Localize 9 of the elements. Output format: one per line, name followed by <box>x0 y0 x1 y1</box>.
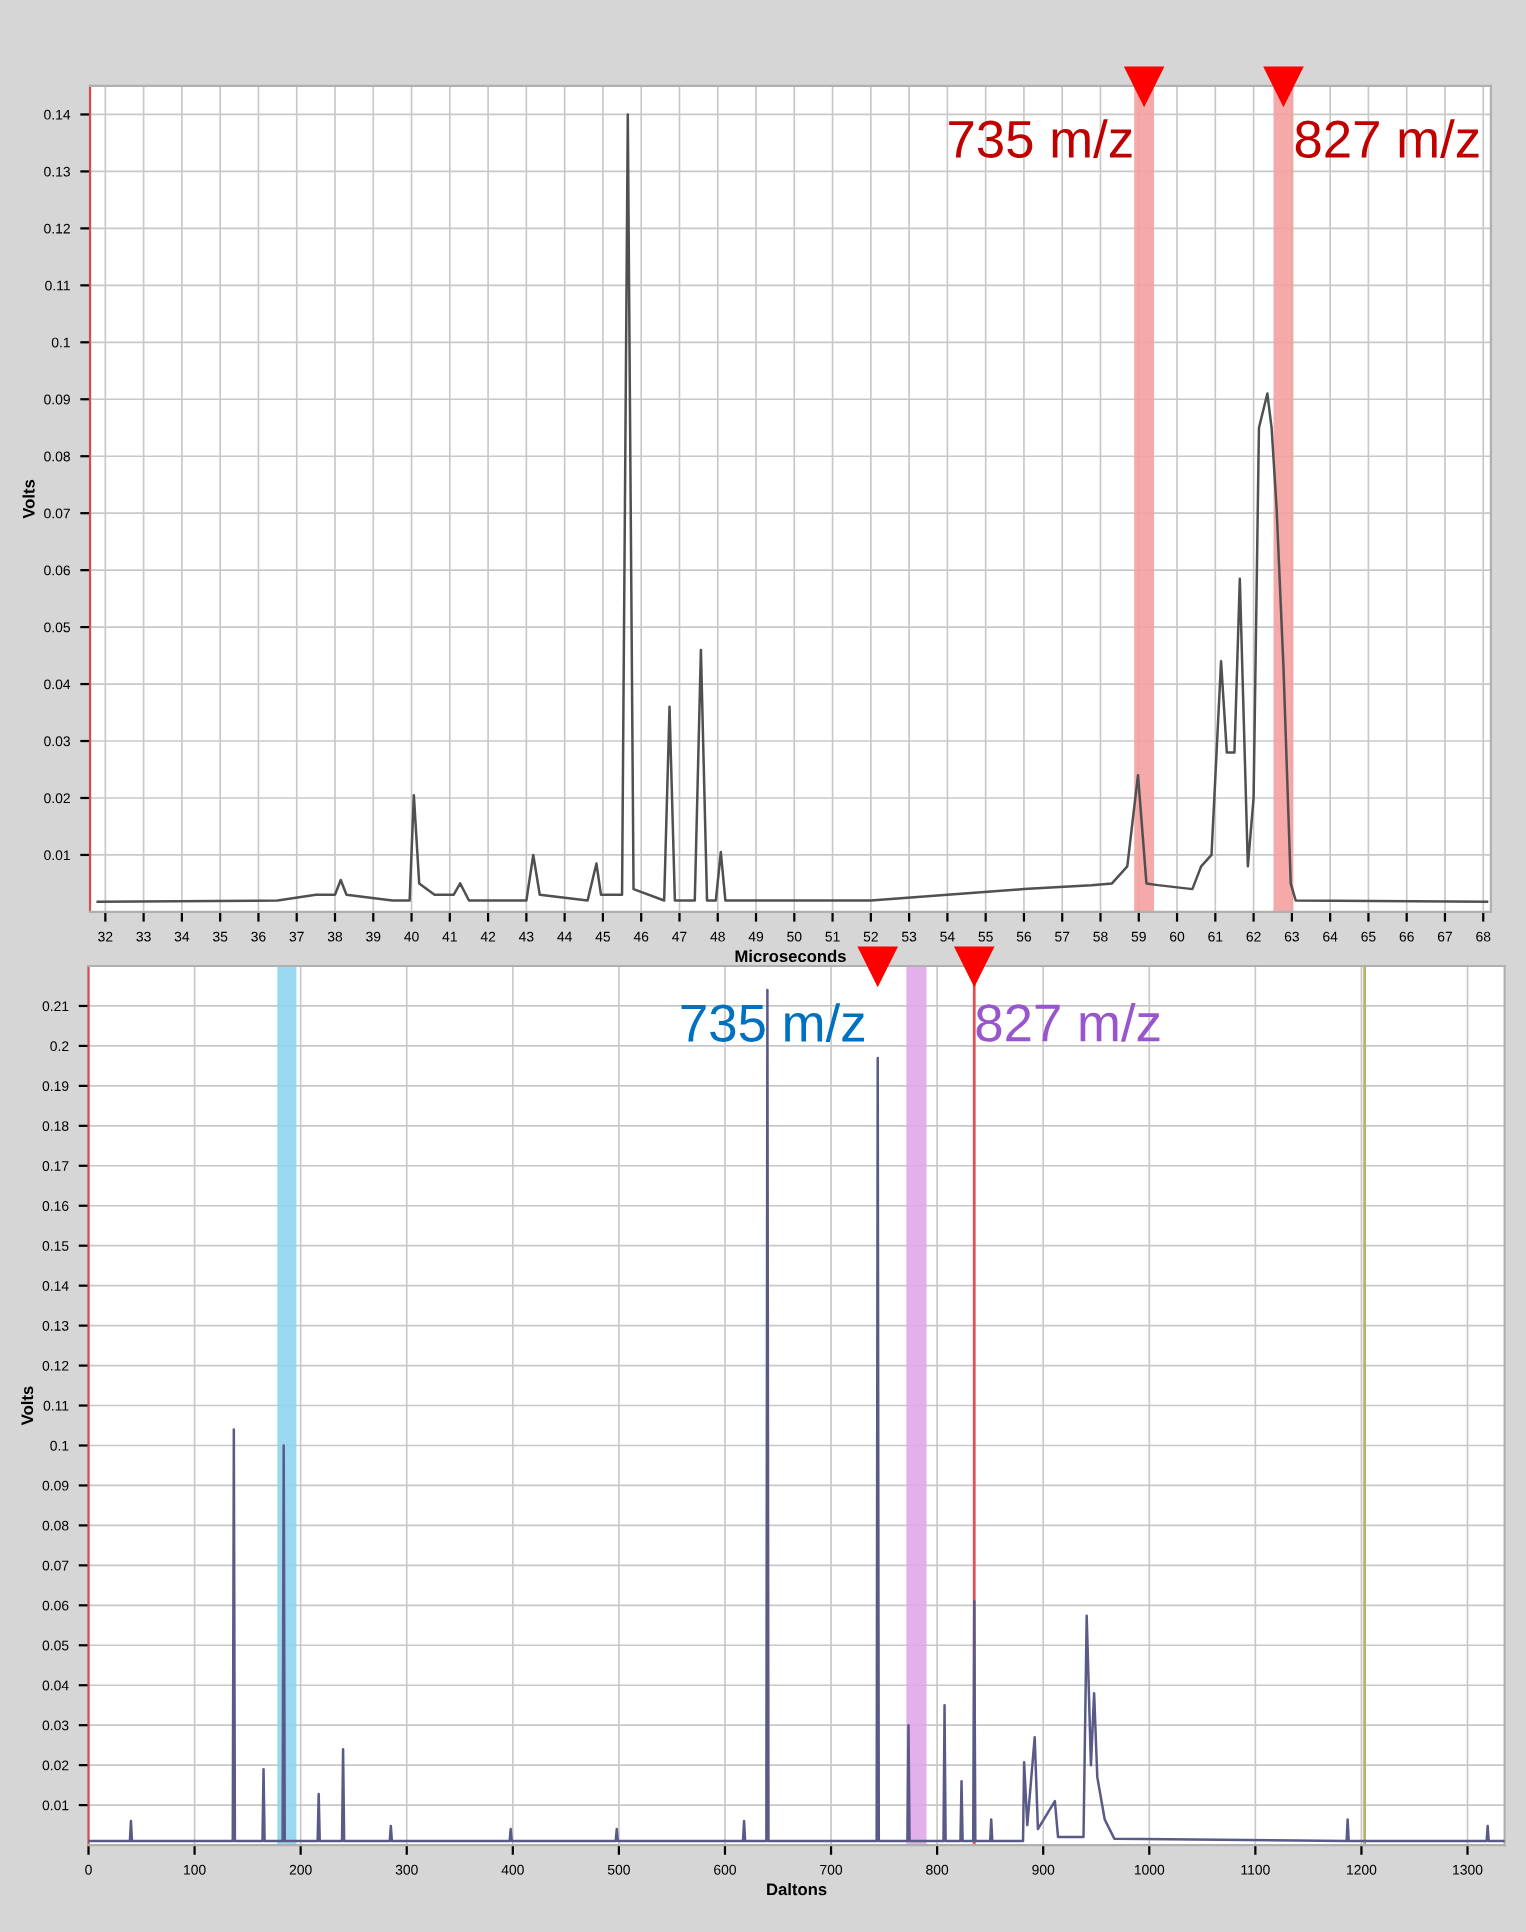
band-label: 735 m/z <box>949 119 1132 158</box>
band-label: 827 m/z <box>1295 119 1479 158</box>
ref-line-label: 827 m/z <box>976 1002 1160 1042</box>
x-axis-title: Microseconds <box>735 949 846 963</box>
x-axis-title: Daltons <box>767 1883 827 1896</box>
y-axis-title: Volts <box>22 479 35 519</box>
annotation: 735 m/z <box>681 1003 864 1042</box>
y-axis-title: Volts <box>20 1386 34 1426</box>
line-series <box>96 113 1489 903</box>
